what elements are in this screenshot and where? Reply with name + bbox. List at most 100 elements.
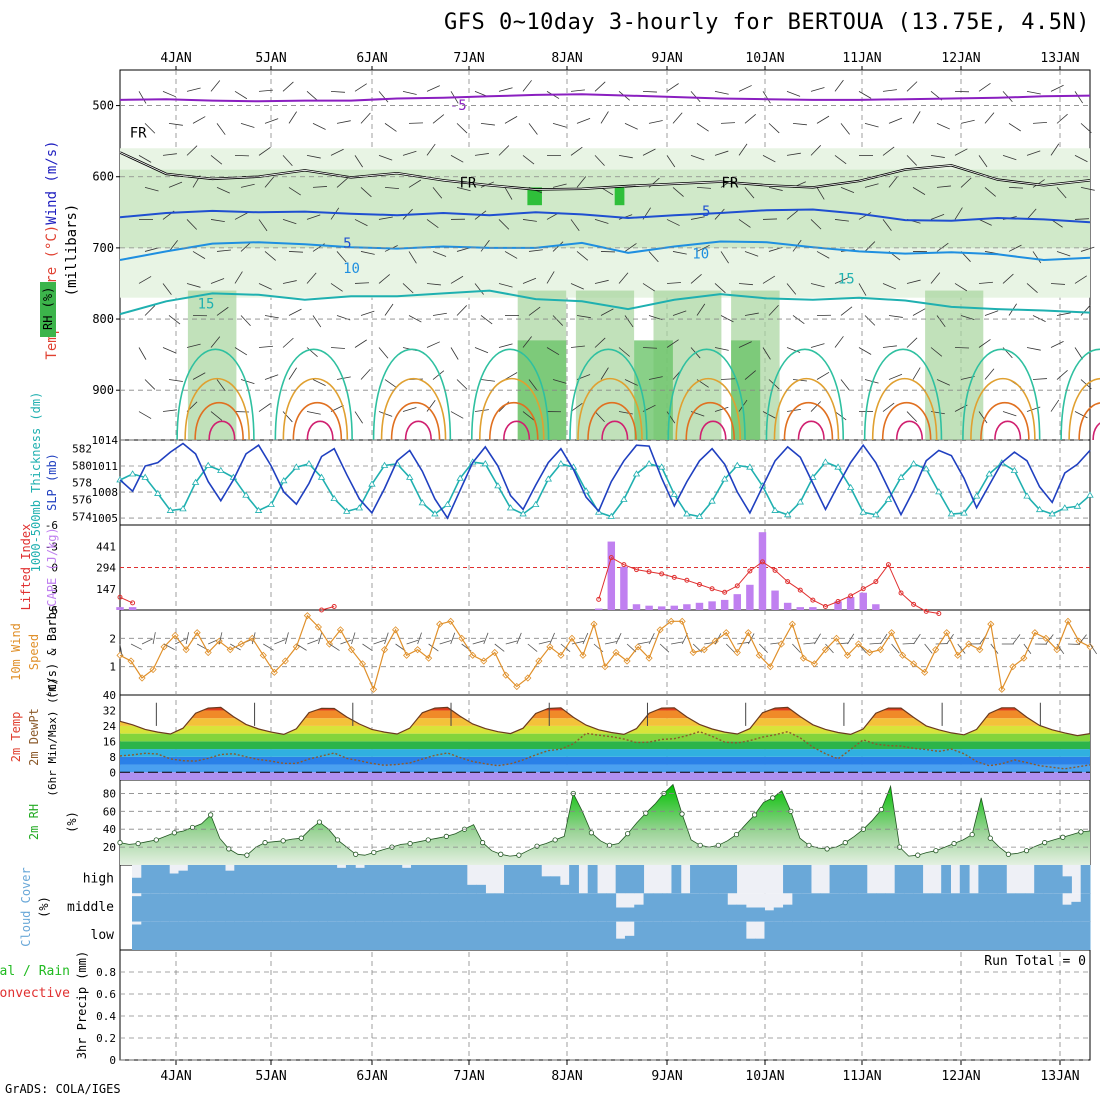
cape-label-g: CAPE (J/kg) [45,527,59,606]
cloud-cell-low [364,921,375,950]
cloud-cell-low [717,921,728,950]
cloud-cell-middle [159,893,170,922]
bl-contour [488,402,539,441]
wind-barb [216,123,226,135]
cloud-cell-low [504,921,514,950]
wind-barb [840,379,850,391]
cloud-cell-middle [783,904,793,922]
pressure-ylabel: (millibars) [64,204,80,297]
wind-barb [1080,123,1092,134]
rh-point [625,831,631,837]
wind-barb [144,187,159,192]
cloud-cell-low [931,921,942,950]
cloud-cell-middle [894,893,905,922]
cloud-cell-high [699,865,710,894]
thickness-point [254,506,263,513]
bl-contour [895,420,924,441]
cloud-cell-high [838,865,849,894]
bl-contour [667,348,746,441]
cloud-cell-low [764,921,775,950]
cloud-cell-low [531,921,542,950]
cloud-cell-low [969,921,979,950]
wind-barb [288,367,297,380]
li-point [130,600,136,606]
wind-barb [858,212,872,220]
cloud-cell-low [466,921,477,950]
wind-barb [1056,251,1071,257]
wind-barb [498,283,513,288]
rh-point [298,835,304,841]
rh2m-label-g2: (%) [65,811,79,833]
cloud-panel: Cloud Cover (%) [19,865,1091,950]
cloud-cell-high [159,865,170,894]
wind-barb [162,347,177,354]
wind-barb [768,187,783,191]
cloud-cell-high [857,865,868,894]
wind-barb [1008,187,1024,189]
wind10m-barb [274,639,286,645]
cloud-cell-middle [829,893,840,922]
wind-barb [450,155,464,163]
cloud-cell-middle [290,893,300,922]
wind-barb [498,145,510,156]
wind-barb [450,275,464,284]
rh-plume [187,290,237,440]
thickness-line [119,461,1091,518]
thickness-point [154,489,162,496]
thickness-point [897,473,905,480]
wind-barb [960,315,975,320]
cloud-cell-middle [931,893,942,922]
cape-bar [645,605,653,610]
wind-barb [720,179,733,188]
li-point [822,603,828,609]
contour-label: 15 [198,296,215,312]
wind-barb [840,306,853,316]
cloud-cell-high [513,865,524,894]
cloud-cell-low [1062,921,1072,950]
cloud-cell-middle [708,893,719,922]
cloud-cell-high [959,865,970,894]
wind-tick: 2 [109,632,116,645]
wind10m-barb [659,643,670,653]
precip-tick: 0 [109,1054,116,1067]
rh-point [443,833,449,839]
wind-barb [810,87,825,92]
wind-barb [912,187,926,195]
wind-barb [240,315,251,326]
cloud-cell-middle [671,893,682,922]
precip-tick: 0.8 [96,966,116,979]
wind-barb [168,379,183,382]
wind-barb [714,406,729,412]
wind-barb [576,117,591,124]
cloud-cell-low [141,921,152,950]
rh-tick: 20 [103,841,116,854]
rh-point [498,851,504,857]
wind-barb [450,347,459,360]
cloud-cell-middle [690,893,700,922]
cloud-cell-high [448,865,459,894]
cloud-cell-high [373,865,384,894]
thickness-point [406,473,414,480]
cloud-cell-middle [1080,893,1091,922]
thickness-point [884,495,893,502]
wind-barb [600,308,614,316]
wind-barb [858,283,867,296]
cloud-cell-middle [364,893,375,922]
cloud-cell-middle [913,893,924,922]
cloud-cell-low [513,921,524,950]
wind10m-barb [527,643,538,652]
cloud-cell-high [327,865,338,894]
cloud-cell-high [271,865,282,894]
wind-barb [336,120,351,124]
pressure-tick: 700 [92,241,114,255]
li-line [119,556,939,614]
wind-barb [408,251,417,264]
wind-barb [762,155,776,163]
wind-barb [738,219,751,228]
wind-barb [840,123,850,135]
li-point [885,562,891,568]
rh-plume [925,290,984,440]
wind-barb [258,147,271,156]
cloud-row-label: high [83,872,114,887]
wind-barb [840,187,855,194]
